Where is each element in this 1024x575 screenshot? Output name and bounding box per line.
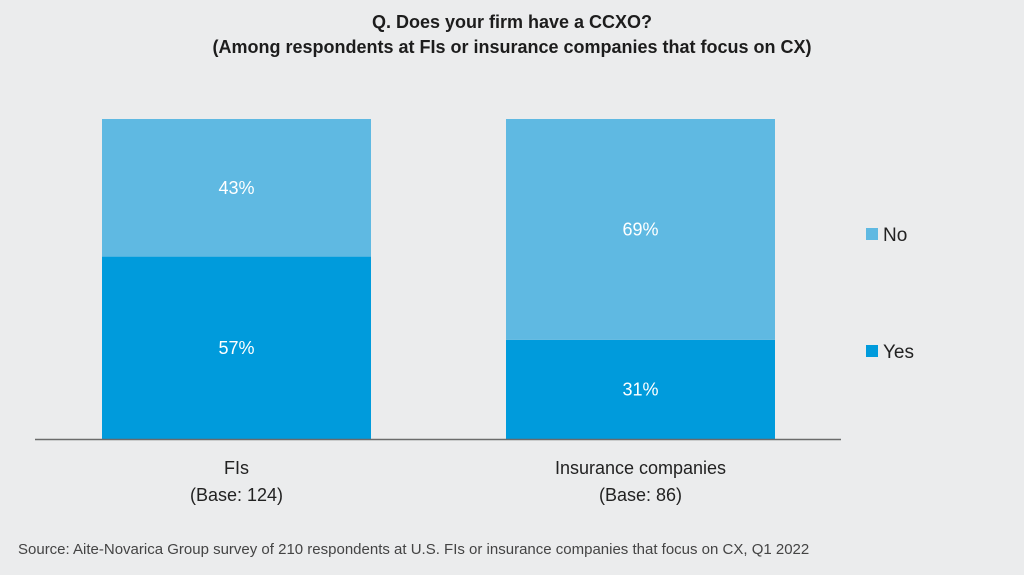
category-base-label: (Base: 86) <box>599 485 682 505</box>
bar-yes-2 <box>506 339 775 439</box>
bar-no-1 <box>102 119 371 257</box>
bar-yes-1 <box>102 256 371 439</box>
source-note: Source: Aite-Novarica Group survey of 21… <box>18 541 810 558</box>
legend: No Yes <box>866 225 914 363</box>
category-label: Insurance companies <box>555 458 726 478</box>
chart-title-line1: Q. Does your firm have a CCXO? <box>371 12 653 32</box>
data-label-no-1: 43% <box>218 178 254 198</box>
chart-title: Q. Does your firm have a CCXO? (Among re… <box>0 10 1024 60</box>
bars-group: 57% 43% 31% 69% <box>102 119 775 439</box>
legend-swatch-yes <box>866 345 878 357</box>
bar-no-2 <box>506 119 775 340</box>
legend-swatch-no <box>866 228 878 240</box>
data-label-yes-2: 31% <box>622 379 658 399</box>
category-label: FIs <box>224 458 249 478</box>
chart-subtitle: (Among respondents at FIs or insurance c… <box>212 37 812 57</box>
category-base-label: (Base: 124) <box>190 485 283 505</box>
data-label-no-2: 69% <box>622 219 658 239</box>
legend-label-yes: Yes <box>883 342 914 363</box>
category-labels: FIs (Base: 124) Insurance companies (Base: … <box>190 458 726 505</box>
data-label-yes-1: 57% <box>218 338 254 358</box>
legend-label-no: No <box>883 225 907 246</box>
